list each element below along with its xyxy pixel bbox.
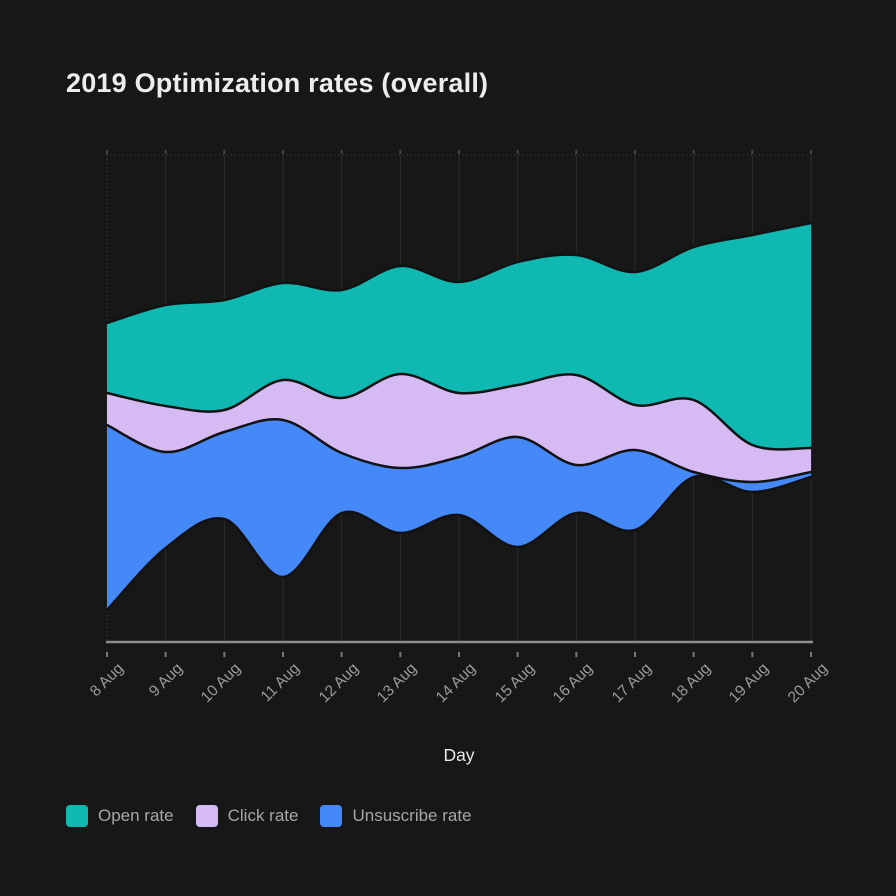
legend-item-unsuscribe-rate[interactable]: Unsuscribe rate — [320, 805, 472, 827]
legend-label: Click rate — [227, 806, 299, 825]
x-axis-title: Day — [443, 745, 475, 765]
band-outline-3 — [105, 474, 813, 612]
area-click-rate — [107, 373, 811, 482]
band-outline-2 — [105, 418, 813, 484]
legend-item-open-rate[interactable]: Open rate — [66, 805, 174, 827]
legend-item-click-rate[interactable]: Click rate — [195, 805, 299, 827]
area-open-rate — [107, 223, 811, 450]
legend: Open rate Click rate Unsuscribe rate — [66, 805, 472, 827]
legend-swatch — [195, 805, 218, 827]
legend-swatch — [320, 805, 343, 827]
legend-label: Open rate — [98, 806, 174, 825]
band-outline-1 — [105, 372, 813, 451]
chart-title: 2019 Optimization rates (overall) — [66, 68, 489, 98]
legend-label: Unsuscribe rate — [352, 806, 472, 825]
legend-swatch — [66, 805, 88, 827]
band-outline-0 — [105, 221, 813, 325]
